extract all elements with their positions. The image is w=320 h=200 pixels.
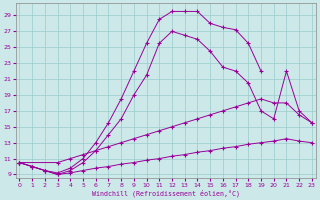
X-axis label: Windchill (Refroidissement éolien,°C): Windchill (Refroidissement éolien,°C) <box>92 189 240 197</box>
